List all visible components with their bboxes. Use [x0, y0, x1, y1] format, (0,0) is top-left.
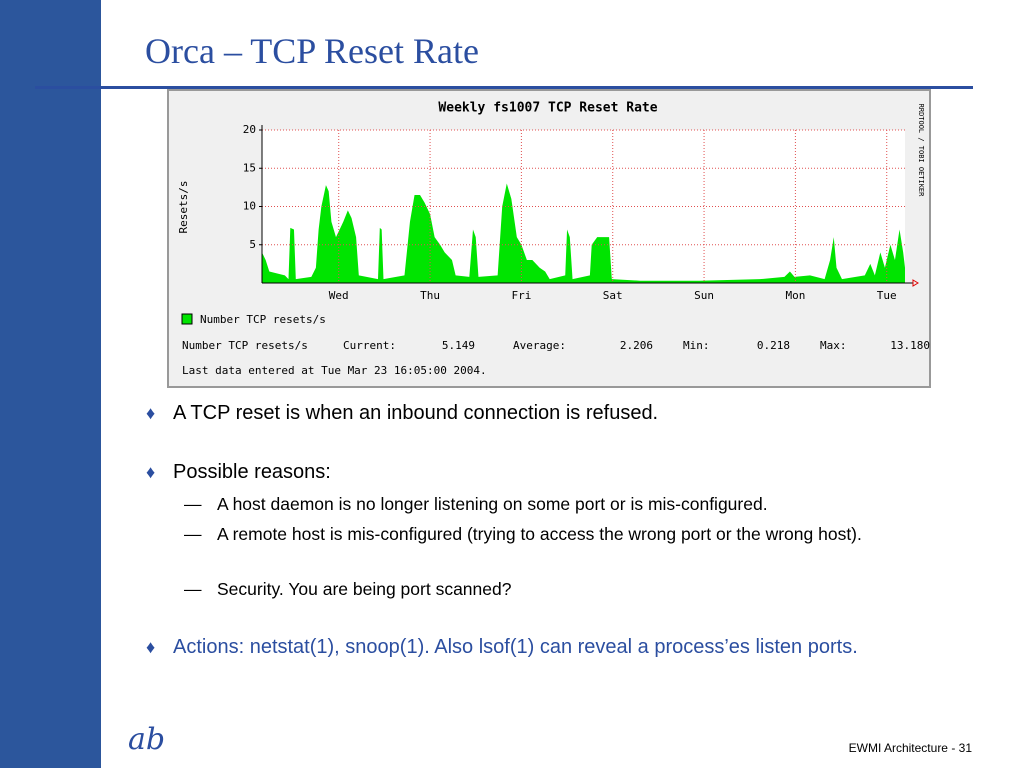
bullet: ♦ Possible reasons:	[146, 457, 331, 487]
x-tick-label: Wed	[329, 289, 349, 302]
bullet-text: A TCP reset is when an inbound connectio…	[173, 402, 659, 424]
stats-label: Min:	[683, 339, 710, 352]
legend-label: Number TCP resets/s	[200, 313, 326, 326]
stats-label: Current:	[343, 339, 396, 352]
x-tick-label: Tue	[877, 289, 897, 302]
plot: 5 10 15 20 Wed Thu Fri Sat Sun Mon Tue Number TCP r…	[181, 123, 930, 377]
sub-marker: —	[184, 524, 202, 544]
sub-text: A remote host is mis-configured (trying …	[217, 524, 862, 544]
y-tick-label: 10	[243, 200, 256, 213]
x-tick-label: Mon	[785, 289, 805, 302]
chart-title: Weekly fs1007 TCP Reset Rate	[438, 101, 657, 116]
stats-label: Max:	[820, 339, 847, 352]
slide-title: Orca – TCP Reset Rate	[145, 31, 479, 71]
sub-bullet: — A remote host is mis-configured (trying…	[184, 523, 937, 546]
bullet-marker: ♦	[146, 637, 156, 657]
bullet-marker: ♦	[146, 403, 156, 423]
bullet-marker: ♦	[146, 462, 156, 482]
sub-text: Security. You are being port scanned?	[217, 579, 512, 599]
last-update: Last data entered at Tue Mar 23 16:05:00…	[182, 364, 487, 377]
logo: ab	[128, 722, 166, 757]
stats-value: 0.218	[757, 339, 790, 352]
sub-marker: —	[184, 494, 202, 514]
x-tick-label: Thu	[420, 289, 440, 302]
footer: EWMI Architecture - 31	[848, 741, 972, 755]
x-tick-label: Sat	[603, 289, 623, 302]
x-tick-label: Sun	[694, 289, 714, 302]
sidebar	[0, 0, 101, 768]
sub-marker: —	[184, 579, 202, 599]
y-tick-label: 20	[243, 123, 256, 136]
area	[262, 183, 905, 283]
stats-label: Average:	[513, 339, 566, 352]
axis-arrow	[912, 279, 919, 287]
stats-name: Number TCP resets/s	[182, 339, 308, 352]
title-rule	[35, 86, 973, 89]
y-tick-label: 15	[243, 161, 256, 174]
side-text: RRDTOOL / TOBI OETIKER	[917, 104, 925, 198]
sub-bullet: — Security. You are being port scanned?	[184, 578, 937, 601]
bullet: ♦ Actions: netstat(1), snoop(1). Also lso…	[146, 632, 943, 662]
x-tick-label: Fri	[511, 289, 531, 302]
sub-bullet: — A host daemon is no longer listening on…	[184, 493, 957, 516]
y-axis-label: Resets/s	[177, 181, 190, 234]
bullet: ♦ A TCP reset is when an inbound connecti…	[146, 398, 659, 428]
stats-value: 5.149	[442, 339, 475, 352]
bullet-text: Possible reasons:	[173, 461, 331, 483]
stats-value: 2.206	[620, 339, 653, 352]
stats-value: 13.180	[890, 339, 930, 352]
chart: Weekly fs1007 TCP Reset Rate Resets/s RR…	[167, 89, 931, 388]
y-tick-label: 5	[249, 238, 256, 251]
bullet-text: Actions: netstat(1), snoop(1). Also lsof…	[173, 636, 858, 658]
sub-text: A host daemon is no longer listening on …	[217, 494, 768, 514]
legend-swatch	[181, 313, 193, 325]
